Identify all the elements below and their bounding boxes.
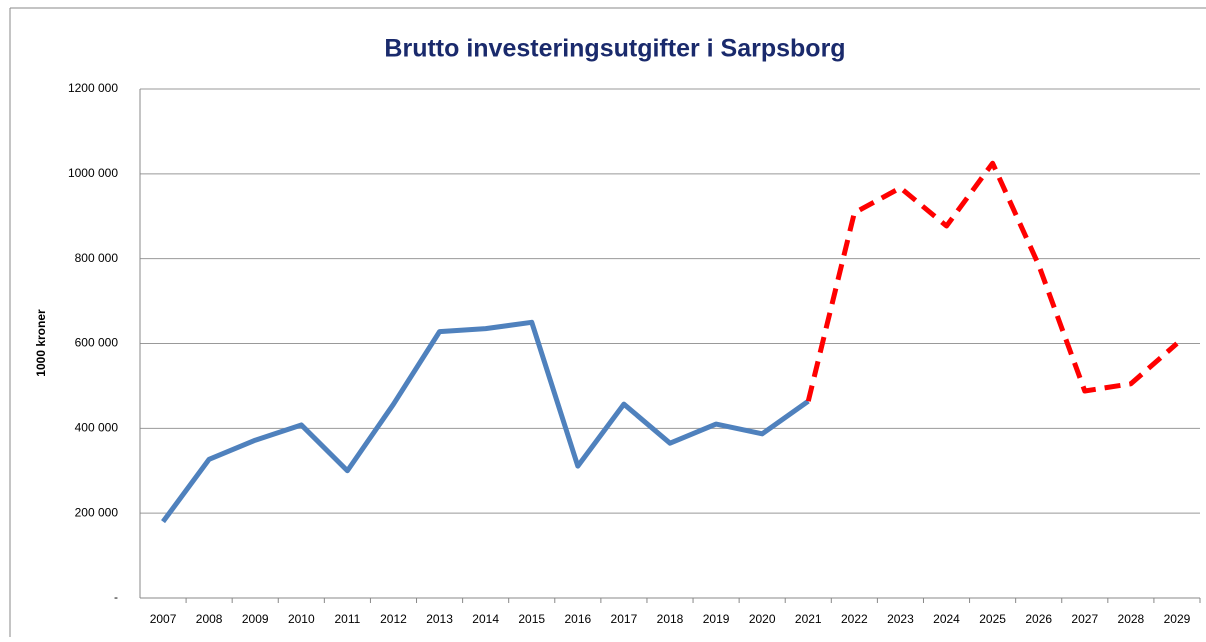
- y-tick-label: -: [114, 590, 118, 604]
- x-tick-label: 2023: [887, 612, 914, 626]
- y-tick-label: 400 000: [75, 421, 119, 435]
- y-tick-label: 1200 000: [68, 81, 118, 95]
- y-tick-label: 600 000: [75, 336, 119, 350]
- x-tick-label: 2015: [518, 612, 545, 626]
- x-tick-label: 2007: [150, 612, 177, 626]
- x-tick-label: 2020: [749, 612, 776, 626]
- x-tick-label: 2021: [795, 612, 822, 626]
- chart-title: Brutto investeringsutgifter i Sarpsborg: [384, 35, 845, 63]
- x-tick-label: 2010: [288, 612, 315, 626]
- x-tick-label: 2018: [657, 612, 684, 626]
- x-tick-label: 2028: [1118, 612, 1145, 626]
- x-tick-label: 2013: [426, 612, 453, 626]
- y-tick-label: 1000 000: [68, 166, 118, 180]
- y-tick-label: 800 000: [75, 251, 119, 265]
- x-tick-label: 2009: [242, 612, 269, 626]
- data-line: [805, 160, 1179, 402]
- x-tick-label: 2011: [334, 612, 360, 626]
- x-tick-label: 2017: [611, 612, 638, 626]
- x-tick-label: 2026: [1025, 612, 1052, 626]
- x-tick-label: 2012: [380, 612, 407, 626]
- y-tick-label: 200 000: [75, 505, 119, 519]
- x-tick-label: 2019: [703, 612, 730, 626]
- x-tick-label: 2029: [1164, 612, 1191, 626]
- x-tick-label: 2022: [841, 612, 868, 626]
- x-tick-label: 2027: [1071, 612, 1098, 626]
- x-tick-label: 2014: [472, 612, 499, 626]
- x-tick-label: 2024: [933, 612, 960, 626]
- x-tick-label: 2016: [564, 612, 591, 626]
- x-tick-label: 2008: [196, 612, 223, 626]
- y-axis-label: 1000 kroner: [34, 309, 48, 377]
- data-line: [161, 319, 810, 524]
- x-tick-label: 2025: [979, 612, 1006, 626]
